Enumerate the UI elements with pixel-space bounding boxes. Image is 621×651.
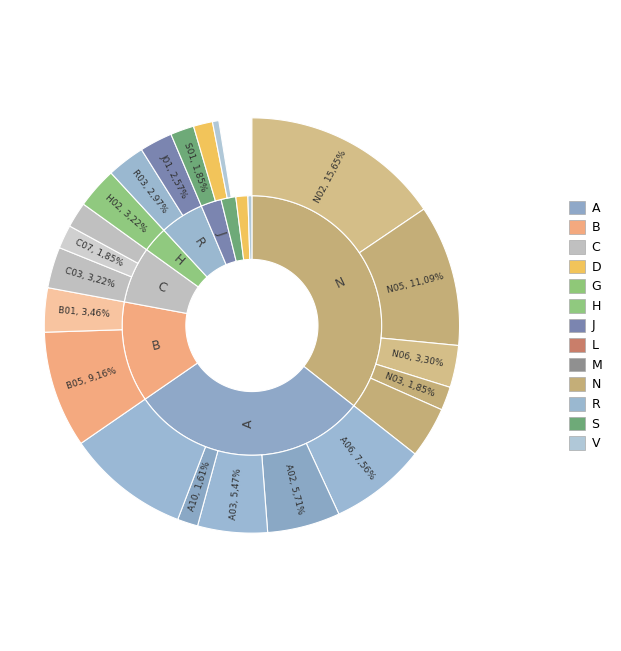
Polygon shape	[164, 206, 226, 277]
Text: N02, 15,65%: N02, 15,65%	[314, 148, 348, 204]
Text: R: R	[191, 236, 207, 251]
Polygon shape	[221, 197, 243, 261]
Polygon shape	[194, 122, 227, 201]
Polygon shape	[212, 120, 231, 198]
Polygon shape	[178, 447, 218, 526]
Polygon shape	[236, 196, 250, 260]
Text: B: B	[150, 339, 161, 353]
Text: H02, 3,22%: H02, 3,22%	[103, 193, 148, 234]
Polygon shape	[70, 204, 147, 264]
Polygon shape	[145, 363, 354, 455]
Text: B01, 3,46%: B01, 3,46%	[58, 307, 110, 319]
Polygon shape	[81, 399, 206, 519]
Polygon shape	[44, 288, 124, 332]
Polygon shape	[142, 134, 201, 215]
Polygon shape	[44, 329, 145, 443]
Text: J01, 2,57%: J01, 2,57%	[159, 152, 189, 199]
Polygon shape	[122, 302, 197, 399]
Polygon shape	[111, 150, 183, 230]
Legend: A, B, C, D, G, H, J, L, M, N, R, S, V: A, B, C, D, G, H, J, L, M, N, R, S, V	[564, 196, 607, 455]
Text: C: C	[155, 279, 168, 295]
Polygon shape	[60, 226, 138, 277]
Polygon shape	[252, 118, 424, 253]
Text: B05, 9,16%: B05, 9,16%	[66, 366, 118, 391]
Text: N03, 1,85%: N03, 1,85%	[384, 372, 436, 398]
Polygon shape	[83, 173, 164, 249]
Text: N: N	[333, 275, 347, 290]
Text: C03, 3,22%: C03, 3,22%	[64, 267, 116, 290]
Polygon shape	[306, 406, 415, 514]
Text: S01, 1,85%: S01, 1,85%	[183, 141, 208, 192]
Polygon shape	[201, 199, 236, 265]
Polygon shape	[171, 126, 215, 206]
Text: R03, 2,97%: R03, 2,97%	[130, 168, 169, 215]
Polygon shape	[371, 364, 450, 409]
Polygon shape	[376, 338, 458, 387]
Text: A10, 1,61%: A10, 1,61%	[188, 460, 212, 512]
Polygon shape	[48, 247, 132, 302]
Polygon shape	[197, 450, 268, 533]
Polygon shape	[248, 196, 252, 260]
Polygon shape	[252, 196, 382, 406]
Text: C07, 1,85%: C07, 1,85%	[74, 238, 125, 269]
Text: N06, 3,30%: N06, 3,30%	[391, 350, 444, 368]
Polygon shape	[147, 230, 207, 287]
Text: A02, 5,71%: A02, 5,71%	[283, 463, 305, 515]
Polygon shape	[354, 378, 442, 454]
Text: J: J	[214, 229, 228, 236]
Text: H: H	[171, 253, 186, 269]
Polygon shape	[124, 249, 198, 313]
Text: A06, 7,56%: A06, 7,56%	[337, 435, 376, 481]
Text: A03, 5,47%: A03, 5,47%	[229, 467, 243, 519]
Text: A: A	[242, 419, 255, 428]
Polygon shape	[360, 209, 460, 346]
Polygon shape	[262, 443, 339, 533]
Text: N05, 11,09%: N05, 11,09%	[386, 272, 445, 296]
